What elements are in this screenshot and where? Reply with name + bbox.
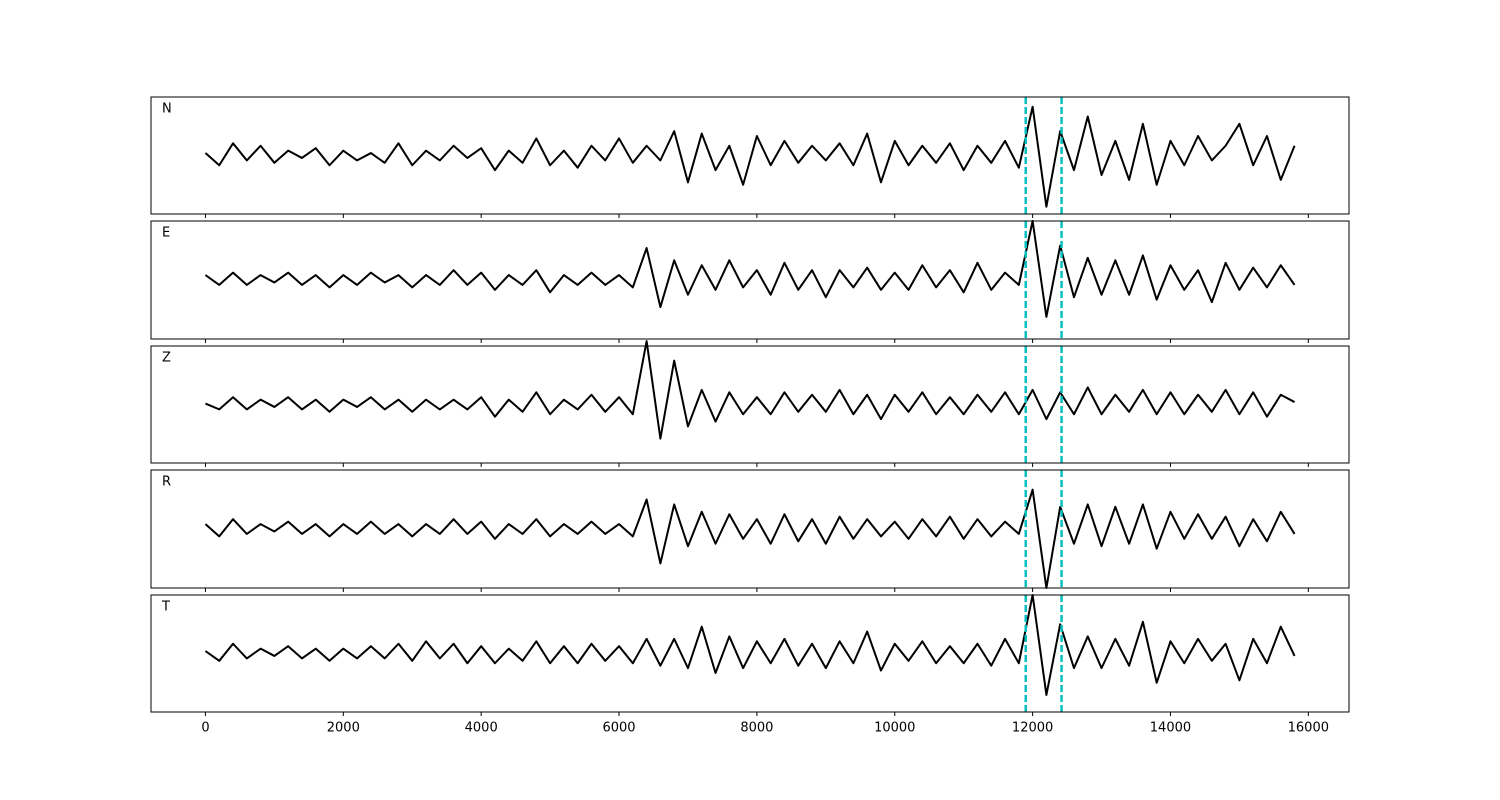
- trace: [204, 220, 1296, 318]
- trace: [204, 594, 1296, 696]
- panel-frame: [150, 594, 1350, 713]
- x-tick-label: 4000: [465, 721, 498, 736]
- trace: [205, 340, 1296, 440]
- panel-label: R: [162, 475, 171, 490]
- panel-label: T: [161, 600, 170, 615]
- x-tick-label: 8000: [740, 721, 773, 736]
- trace: [204, 105, 1296, 208]
- trace: [204, 488, 1296, 589]
- x-tick-label: 10000: [874, 721, 915, 736]
- x-tick-label: 14000: [1150, 721, 1191, 736]
- panel-label: E: [162, 226, 170, 241]
- panel-frame: [150, 469, 1350, 589]
- panel-frame: [150, 345, 1350, 464]
- x-tick-label: 2000: [327, 721, 360, 736]
- panel-frame: [150, 220, 1350, 340]
- x-tick-label: 16000: [1288, 721, 1329, 736]
- x-tick-label: 6000: [602, 721, 635, 736]
- panel-label: Z: [162, 351, 171, 366]
- x-tick-label: 12000: [1012, 721, 1053, 736]
- panel-frame: [150, 96, 1350, 215]
- x-tick-label: 0: [201, 721, 209, 736]
- panel-label: N: [162, 102, 172, 117]
